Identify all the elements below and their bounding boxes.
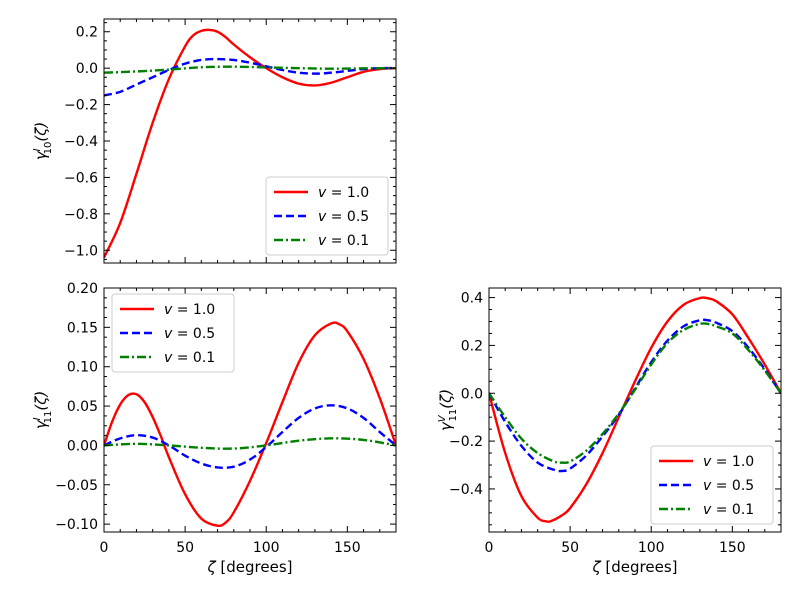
- series-line-2: [104, 404, 396, 469]
- legend-entry: v = 0.5: [318, 209, 369, 225]
- legend: v = 1.0 v = 0.5 v = 0.1: [650, 445, 774, 525]
- legend-entry: v = 0.5: [164, 326, 215, 342]
- chart-top-left: −1.0 −0.8 −0.6 −0.4 −0.2 0.0 0.2 γI10(ζ) v = 1.0…: [32, 18, 397, 264]
- y-tick-label: 0.4: [461, 291, 483, 307]
- x-tick-label: 100: [253, 540, 280, 556]
- x-tick-label: 150: [719, 540, 746, 556]
- y-tick-label: −0.10: [55, 517, 98, 533]
- legend-entry: v = 0.5: [703, 478, 754, 494]
- y-tick-label: 0.05: [67, 399, 98, 415]
- legend: v = 1.0 v = 0.5 v = 0.1: [111, 293, 235, 373]
- legend-entry: v = 1.0: [164, 302, 215, 318]
- y-axis-label: γI10(ζ): [32, 122, 54, 160]
- y-axis-label: γV11(ζ): [437, 389, 459, 431]
- y-tick-label: −0.8: [64, 207, 98, 223]
- legend-entry: v = 1.0: [703, 454, 754, 470]
- chart-bottom-right: 0 50 100 150 −0.4 −0.2 0.0 0.2 0.4 ζ [degrees] γV1…: [437, 287, 782, 576]
- legend-entry: v = 0.1: [703, 502, 754, 518]
- y-tick-label: −0.4: [64, 134, 98, 150]
- y-tick-label: −0.6: [64, 170, 98, 186]
- y-tick-label: −0.4: [449, 482, 483, 498]
- y-tick-label: 0.2: [76, 25, 98, 41]
- y-axis-label: γI11(ζ): [32, 391, 54, 429]
- legend-entry: v = 1.0: [318, 185, 369, 201]
- x-tick-label: 0: [485, 540, 494, 556]
- y-tick-label: 0.10: [67, 360, 98, 376]
- x-axis-label: ζ [degrees]: [591, 558, 677, 576]
- y-tick-label: 0.0: [76, 61, 98, 77]
- x-axis-label: ζ [degrees]: [206, 558, 292, 576]
- series-line-3: [104, 65, 396, 74]
- x-tick-label: 100: [638, 540, 665, 556]
- y-tick-label: −1.0: [64, 243, 98, 259]
- series-line-1: [489, 296, 781, 524]
- legend-box: [111, 293, 235, 373]
- chart-bottom-left: 0 50 100 150 −0.10 −0.05 0.00 0.05 0.10 0.15 0.20 ζ…: [32, 281, 397, 576]
- series-line-3: [489, 322, 781, 464]
- legend-box: [650, 445, 774, 525]
- y-tick-label: 0.2: [461, 338, 483, 354]
- y-tick-label: 0.20: [67, 281, 98, 297]
- series-line-3: [104, 437, 396, 450]
- series-line-1: [104, 321, 396, 528]
- x-tick-label: 50: [176, 540, 194, 556]
- x-tick-label: 0: [100, 540, 109, 556]
- y-tick-label: −0.2: [449, 434, 483, 450]
- legend-box: [265, 176, 389, 256]
- y-tick-label: 0.0: [461, 386, 483, 402]
- series-line-2: [104, 57, 396, 97]
- y-tick-label: −0.05: [55, 478, 98, 494]
- x-tick-label: 150: [334, 540, 361, 556]
- legend: v = 1.0 v = 0.5 v = 0.1: [265, 176, 389, 256]
- legend-entry: v = 0.1: [164, 350, 215, 366]
- series-line-1: [104, 28, 396, 259]
- legend-entry: v = 0.1: [318, 233, 369, 249]
- y-tick-label: −0.2: [64, 98, 98, 114]
- y-tick-label: 0.15: [67, 320, 98, 336]
- y-tick-label: 0.00: [67, 438, 98, 454]
- x-tick-label: 50: [561, 540, 579, 556]
